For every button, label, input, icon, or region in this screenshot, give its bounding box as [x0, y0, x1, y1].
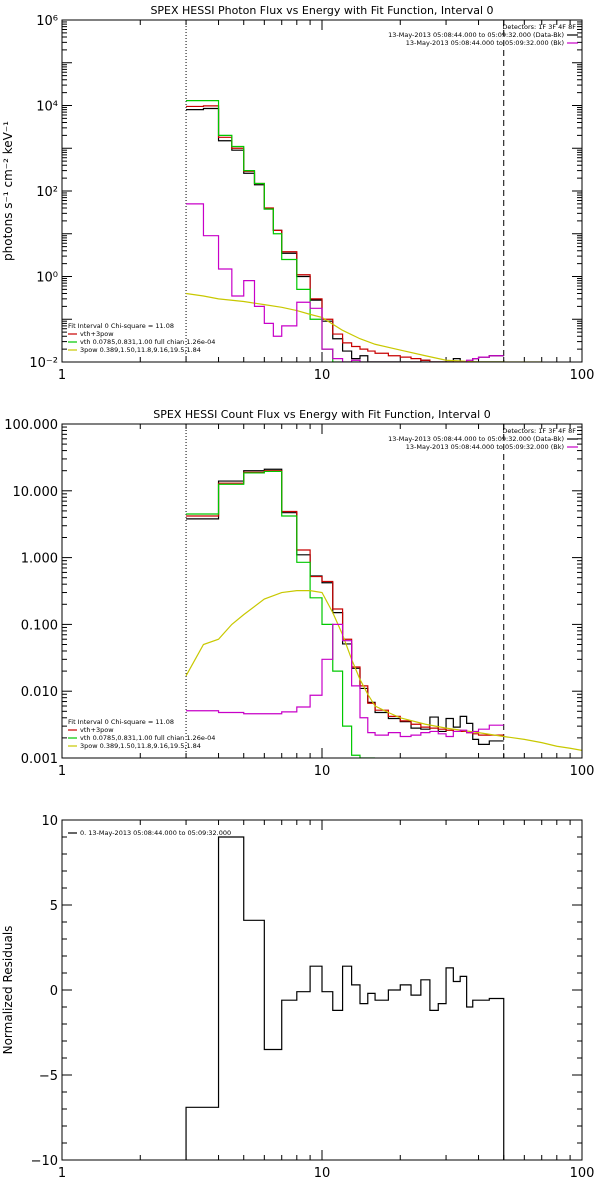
y-tick-label: 0 [50, 984, 58, 999]
legend-left-entry: 3pow 0.389,1.50,11.8,9.16,19.5,1.84 [80, 346, 201, 354]
y-tick-label: −10 [31, 1154, 58, 1169]
y-tick-label: 0.010 [21, 685, 58, 700]
plot-frame [61, 19, 583, 363]
legend-left-entry: 0. 13-May-2013 05:08:44.000 to 05:09:32.… [80, 829, 231, 837]
y-tick-label: 0.100 [21, 618, 58, 633]
y-tick-label: 0.001 [21, 752, 58, 767]
series-line-bk [186, 203, 504, 362]
y-tick-label: 10² [36, 185, 58, 200]
legend-left-entry: vth 0.0785,0.831,1.00 full chian 1.26e-0… [80, 338, 215, 346]
chart-title: SPEX HESSI Photon Flux vs Energy with Fi… [150, 4, 493, 17]
series-line-bk [186, 623, 504, 738]
legend-left-entry: Fit Interval 0 Chi-square = 11.08 [68, 718, 174, 726]
x-tick-label: 100 [570, 764, 595, 779]
y-axis-label: photons s⁻¹ cm⁻² keV⁻¹ [1, 121, 15, 261]
y-tick-label: 10 [41, 814, 58, 829]
x-tick-label: 100 [570, 1166, 595, 1181]
y-tick-label: 10⁻² [29, 356, 58, 371]
series-line-vth [186, 470, 376, 758]
y-tick-label: 5 [50, 899, 58, 914]
plot-area [185, 836, 505, 1160]
legend-right-entry: Detectors: 1F 3F 4F 8F [502, 23, 576, 31]
x-tick-label: 100 [570, 368, 595, 383]
x-tick-label: 1 [58, 368, 66, 383]
legend-left-entry: vth+3pow [80, 330, 114, 338]
series-line-vth-3pow [186, 470, 504, 736]
legend-left-entry: vth 0.0785,0.831,1.00 full chian 1.26e-0… [80, 734, 215, 742]
plot-frame [61, 423, 583, 759]
y-tick-label: −5 [39, 1069, 58, 1084]
x-tick-label: 10 [314, 764, 331, 779]
x-tick-label: 1 [58, 764, 66, 779]
series-line-vth-3pow [186, 105, 504, 362]
plot-frame [61, 819, 583, 1161]
x-tick-label: 10 [314, 1166, 331, 1181]
series-line-3pow [185, 590, 582, 751]
y-tick-label: 10⁴ [36, 100, 58, 115]
legend-right-entry: 13-May-2013 05:08:44.000 to 05:09:32.000… [388, 435, 564, 443]
y-tick-label: 100.000 [4, 418, 58, 433]
chart-panel-1: SPEX HESSI Photon Flux vs Energy with Fi… [1, 4, 594, 383]
legend-right-entry: 13-May-2013 05:08:44.000 to 05:09:32.000… [388, 31, 564, 39]
legend-right-entry: 13-May-2013 05:08:44.000 to 05:09:32.000… [406, 39, 564, 47]
legend-right-entry: 13-May-2013 05:08:44.000 to 05:09:32.000… [406, 443, 564, 451]
chart-panel-2: SPEX HESSI Count Flux vs Energy with Fit… [4, 408, 594, 779]
y-tick-label: 10⁶ [36, 14, 58, 29]
chart-title: SPEX HESSI Count Flux vs Energy with Fit… [153, 408, 490, 421]
y-tick-label: 1.000 [21, 552, 58, 567]
x-tick-label: 10 [314, 368, 331, 383]
series-line-vth [186, 100, 504, 362]
y-axis-label: Normalized Residuals [1, 926, 15, 1055]
plot-area [185, 100, 542, 362]
series-line-residuals [185, 836, 505, 1160]
x-tick-label: 1 [58, 1166, 66, 1181]
legend-left-entry: vth+3pow [80, 726, 114, 734]
plot-area [185, 468, 582, 758]
series-line-3pow [185, 292, 542, 362]
legend-left-entry: Fit Interval 0 Chi-square = 11.08 [68, 322, 174, 330]
legend-left-entry: 3pow 0.389,1.50,11.8,9.16,19.5,1.84 [80, 742, 201, 750]
series-line-data-bk [186, 468, 504, 745]
legend-right-entry: Detectors: 1F 3F 4F 8F [502, 427, 576, 435]
chart-panel-3: Normalized Residuals 1 10 100 −10 −5 0 5 10 0. 13… [1, 814, 594, 1181]
y-tick-label: 10.000 [13, 485, 59, 500]
y-tick-label: 10⁰ [36, 271, 58, 286]
